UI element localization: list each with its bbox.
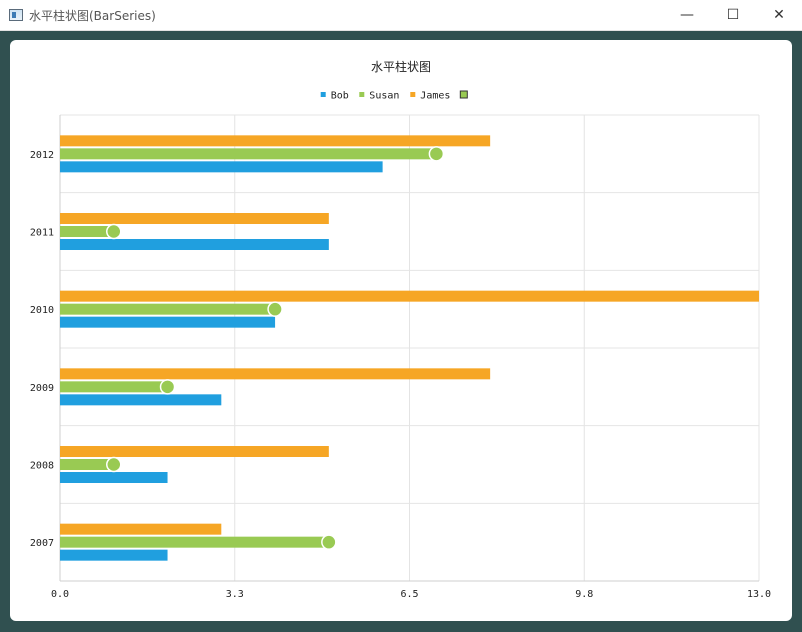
bar-james bbox=[60, 213, 329, 224]
bar-bob bbox=[60, 316, 276, 328]
bar-james bbox=[60, 290, 759, 302]
legend-label: Bob bbox=[331, 91, 349, 102]
plot-area: 0.0 3.3 6.5 9.8 13.0 2007 2008 2009 2010 2011 2012 bbox=[30, 114, 771, 600]
line-marker bbox=[106, 456, 122, 473]
y-tick-label: 2007 bbox=[30, 538, 54, 549]
x-tick-label: 0.0 bbox=[51, 589, 69, 600]
maximize-button[interactable]: ☐ bbox=[726, 7, 740, 23]
legend-swatch-line bbox=[459, 90, 468, 99]
legend-label: Susan bbox=[369, 91, 399, 102]
bar-james bbox=[60, 368, 491, 380]
line-marker bbox=[428, 146, 445, 162]
legend-label: James bbox=[420, 91, 450, 102]
line-marker bbox=[159, 379, 176, 395]
y-tick-label: 2008 bbox=[30, 461, 54, 472]
x-tick-label: 3.3 bbox=[226, 589, 244, 600]
y-tick-label: 2010 bbox=[30, 305, 54, 316]
chart-legend: Bob Susan James bbox=[320, 90, 468, 102]
horizontal-bar-chart: 水平柱状图 Bob Susan James 0.0 3.3 6.5 9.8 13.0 2007… bbox=[30, 59, 771, 600]
legend-swatch-james bbox=[410, 92, 416, 97]
bar-susan bbox=[60, 381, 168, 393]
legend-swatch-susan bbox=[359, 92, 365, 97]
x-tick-label: 13.0 bbox=[747, 589, 771, 600]
bar-susan bbox=[60, 303, 276, 315]
line-marker bbox=[321, 534, 337, 550]
y-tick-label: 2009 bbox=[30, 383, 54, 394]
bar-james bbox=[60, 446, 329, 457]
bar-bob bbox=[60, 549, 168, 561]
line-marker bbox=[106, 223, 122, 240]
bar-james bbox=[60, 523, 222, 535]
y-tick-label: 2011 bbox=[30, 228, 54, 239]
close-button[interactable]: ✕ bbox=[773, 7, 785, 23]
y-tick-label: 2012 bbox=[30, 150, 54, 161]
chart-title: 水平柱状图 bbox=[371, 59, 431, 74]
bar-susan bbox=[60, 536, 329, 548]
bar-bob bbox=[60, 394, 222, 406]
app-icon bbox=[9, 9, 23, 21]
window-title: 水平柱状图(BarSeries) bbox=[29, 8, 156, 23]
line-marker bbox=[267, 301, 283, 317]
bar-bob bbox=[60, 472, 168, 483]
bar-susan bbox=[60, 459, 114, 470]
legend-swatch-bob bbox=[320, 92, 326, 97]
x-tick-label: 6.5 bbox=[400, 589, 418, 600]
chart-view: 水平柱状图 Bob Susan James 0.0 3.3 6.5 9.8 13.0 2007… bbox=[10, 40, 792, 621]
bar-bob bbox=[60, 239, 329, 250]
bar-susan bbox=[60, 148, 437, 160]
bar-james bbox=[60, 135, 491, 147]
title-bar[interactable]: 水平柱状图(BarSeries) — ☐ ✕ bbox=[0, 0, 802, 31]
bar-susan bbox=[60, 226, 114, 237]
minimize-button[interactable]: — bbox=[680, 7, 694, 23]
bar-bob bbox=[60, 161, 383, 173]
x-tick-label: 9.8 bbox=[575, 589, 593, 600]
